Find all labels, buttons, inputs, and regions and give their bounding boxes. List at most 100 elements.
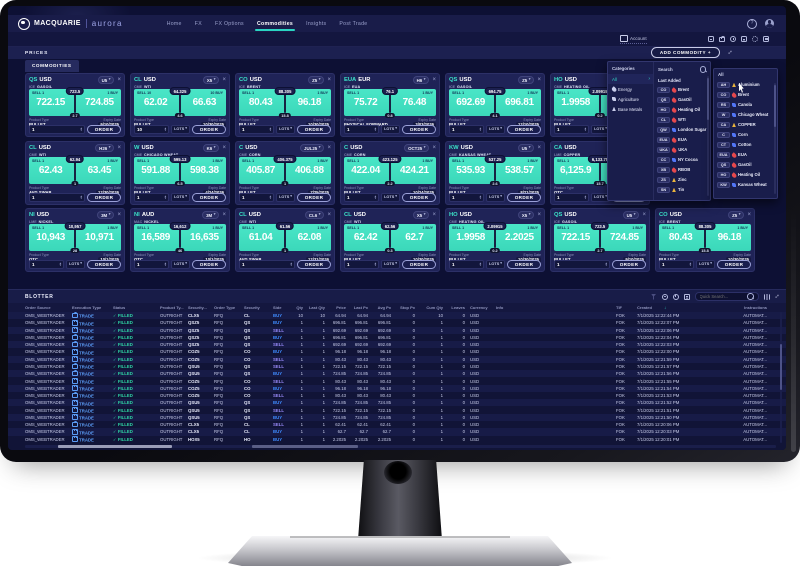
order-button[interactable]: ORDER — [717, 259, 751, 269]
order-button[interactable]: ORDER — [87, 124, 121, 134]
stepper-arrows-icon[interactable] — [375, 127, 377, 132]
contract-dropdown[interactable]: U5 — [622, 211, 640, 219]
commodity-list-item[interactable]: HO Heating Oil — [654, 105, 710, 115]
columns-icon[interactable] — [763, 293, 770, 300]
category-item[interactable]: Base Metals — [608, 104, 653, 114]
order-button[interactable]: ORDER — [402, 124, 436, 134]
stepper-arrows-icon[interactable] — [80, 127, 82, 132]
commodity-list-item[interactable]: UKA UKA — [654, 145, 710, 155]
contract-dropdown[interactable]: X5 — [202, 76, 220, 84]
contract-dropdown[interactable]: OCT25 — [404, 144, 430, 152]
toolbar-icon[interactable] — [730, 36, 736, 42]
contract-dropdown[interactable]: JUL25 — [300, 144, 325, 152]
lots-dropdown[interactable]: LOTS — [66, 259, 85, 269]
column-header[interactable]: Leaves — [451, 305, 465, 310]
close-icon[interactable] — [432, 212, 436, 218]
column-header[interactable]: Security — [244, 305, 260, 310]
table-row[interactable]: OMS_WEBTRADER TRADE FILLED OUTRIGHT QSU5… — [8, 370, 786, 378]
lots-dropdown[interactable]: LOTS — [171, 124, 190, 134]
column-header[interactable]: Status — [113, 305, 126, 310]
quantity-stepper[interactable]: 1 — [554, 259, 610, 269]
column-header[interactable]: Last Px — [353, 305, 368, 310]
stepper-arrows-icon[interactable] — [270, 127, 272, 132]
table-row[interactable]: OMS_WEBTRADER TRADE FILLED OUTRIGHT QSZ5… — [8, 326, 786, 334]
contract-dropdown[interactable]: H6 — [412, 76, 430, 84]
toolbar-icon[interactable] — [683, 293, 690, 300]
bid-price[interactable]: 80.43 — [248, 96, 273, 108]
ask-price[interactable]: 2.2025 — [504, 231, 534, 243]
table-row[interactable]: OMS_WEBTRADER TRADE FILLED OUTRIGHT COZ5… — [8, 348, 786, 355]
quick-search-input[interactable] — [699, 294, 746, 299]
bid-price[interactable]: 61.04 — [248, 231, 273, 243]
commodity-list-item[interactable]: QS GasOil — [714, 160, 777, 170]
close-icon[interactable] — [222, 145, 226, 151]
commodity-list-item[interactable]: RS Canola — [714, 100, 777, 110]
order-button[interactable]: ORDER — [192, 259, 226, 269]
stepper-arrows-icon[interactable] — [290, 262, 292, 267]
bid-price[interactable]: 535.93 — [456, 164, 486, 176]
commodity-list-item[interactable]: XB RBOB — [654, 165, 710, 175]
category-item[interactable]: All — [608, 74, 653, 84]
table-row[interactable]: OMS_WEBTRADER TRADE FILLED OUTRIGHT QSU5… — [8, 399, 786, 407]
bid-price[interactable]: 6,125.9 — [559, 164, 592, 176]
commodity-list-item[interactable]: SN Tin — [654, 185, 710, 195]
lots-dropdown[interactable]: LOTS — [381, 259, 400, 269]
toolbar-icon[interactable] — [752, 36, 758, 42]
table-row[interactable]: OMS_WEBTRADER TRADE FILLED OUTRIGHT QSZ5… — [8, 341, 786, 349]
commodity-list-item[interactable]: CL WTI — [654, 115, 710, 125]
nav-tab[interactable]: Post Trade — [339, 21, 368, 27]
quantity-stepper[interactable]: 1 — [344, 192, 380, 202]
close-icon[interactable] — [327, 145, 331, 151]
column-header[interactable]: TIF — [616, 305, 622, 310]
column-header[interactable]: Side — [273, 305, 282, 310]
close-icon[interactable] — [117, 77, 121, 83]
nav-tab[interactable]: Home — [166, 21, 182, 27]
column-header[interactable]: Last Qty — [308, 305, 325, 310]
lots-dropdown[interactable]: LOTS — [486, 124, 505, 134]
quantity-stepper[interactable]: 1 — [449, 124, 485, 134]
commodity-list-item[interactable]: CA COPPER — [714, 120, 777, 130]
quantity-stepper[interactable]: 1 — [344, 124, 380, 134]
close-icon[interactable] — [327, 77, 331, 83]
order-button[interactable]: ORDER — [87, 259, 121, 269]
close-icon[interactable] — [432, 77, 436, 83]
commodity-list-item[interactable]: AH Aluminium — [714, 80, 777, 90]
quantity-stepper[interactable]: 1 — [659, 259, 695, 269]
column-header[interactable]: Price — [336, 305, 346, 310]
close-icon[interactable] — [222, 212, 226, 218]
ask-price[interactable]: 538.57 — [504, 164, 534, 176]
commodity-list-item[interactable]: W Chicago Wheat — [714, 110, 777, 120]
commodity-list-item[interactable]: EUA EUA — [654, 135, 710, 145]
column-header[interactable]: Order Source — [25, 305, 51, 310]
quantity-stepper[interactable]: 1 — [449, 192, 485, 202]
table-row[interactable]: OMS_WEBTRADER TRADE FILLED OUTRIGHT COZ5… — [8, 355, 786, 363]
commodity-list-item[interactable]: QS GasOil — [654, 95, 710, 105]
column-header[interactable]: Avg Px — [377, 305, 391, 310]
close-icon[interactable] — [537, 77, 541, 83]
quantity-stepper[interactable]: 1 — [29, 124, 85, 134]
stepper-arrows-icon[interactable] — [375, 195, 377, 200]
stepper-arrows-icon[interactable] — [165, 127, 167, 132]
commodity-list-item[interactable]: HO Heating Oil — [714, 170, 777, 180]
ask-price[interactable]: 696.81 — [504, 96, 534, 108]
commodity-list-item[interactable]: EUA EUA — [714, 150, 777, 160]
bid-price[interactable]: 75.72 — [353, 96, 378, 108]
order-button[interactable]: ORDER — [402, 259, 436, 269]
quantity-stepper[interactable]: 1 — [134, 192, 170, 202]
contract-dropdown[interactable]: X5 — [412, 211, 430, 219]
commodity-list-item[interactable]: KW Kansas Wheat — [714, 180, 777, 190]
order-button[interactable]: ORDER — [507, 259, 541, 269]
table-row[interactable]: OMS_WEBTRADER TRADE FILLED OUTRIGHT QSZ5… — [8, 319, 786, 326]
scrollbar[interactable] — [774, 83, 776, 194]
category-item[interactable]: Agriculture — [608, 94, 653, 104]
bid-price[interactable]: 1.9958 — [561, 96, 591, 108]
order-button[interactable]: ORDER — [612, 259, 646, 269]
ask-price[interactable]: 66.63 — [192, 96, 217, 108]
toolbar-icon[interactable] — [719, 36, 726, 42]
ask-price[interactable]: 424.21 — [399, 164, 429, 176]
contract-dropdown[interactable]: 3M — [202, 211, 220, 219]
close-icon[interactable] — [537, 212, 541, 218]
user-avatar-icon[interactable] — [765, 19, 774, 28]
order-button[interactable]: ORDER — [297, 192, 331, 202]
ask-price[interactable]: 96.18 — [717, 231, 742, 243]
